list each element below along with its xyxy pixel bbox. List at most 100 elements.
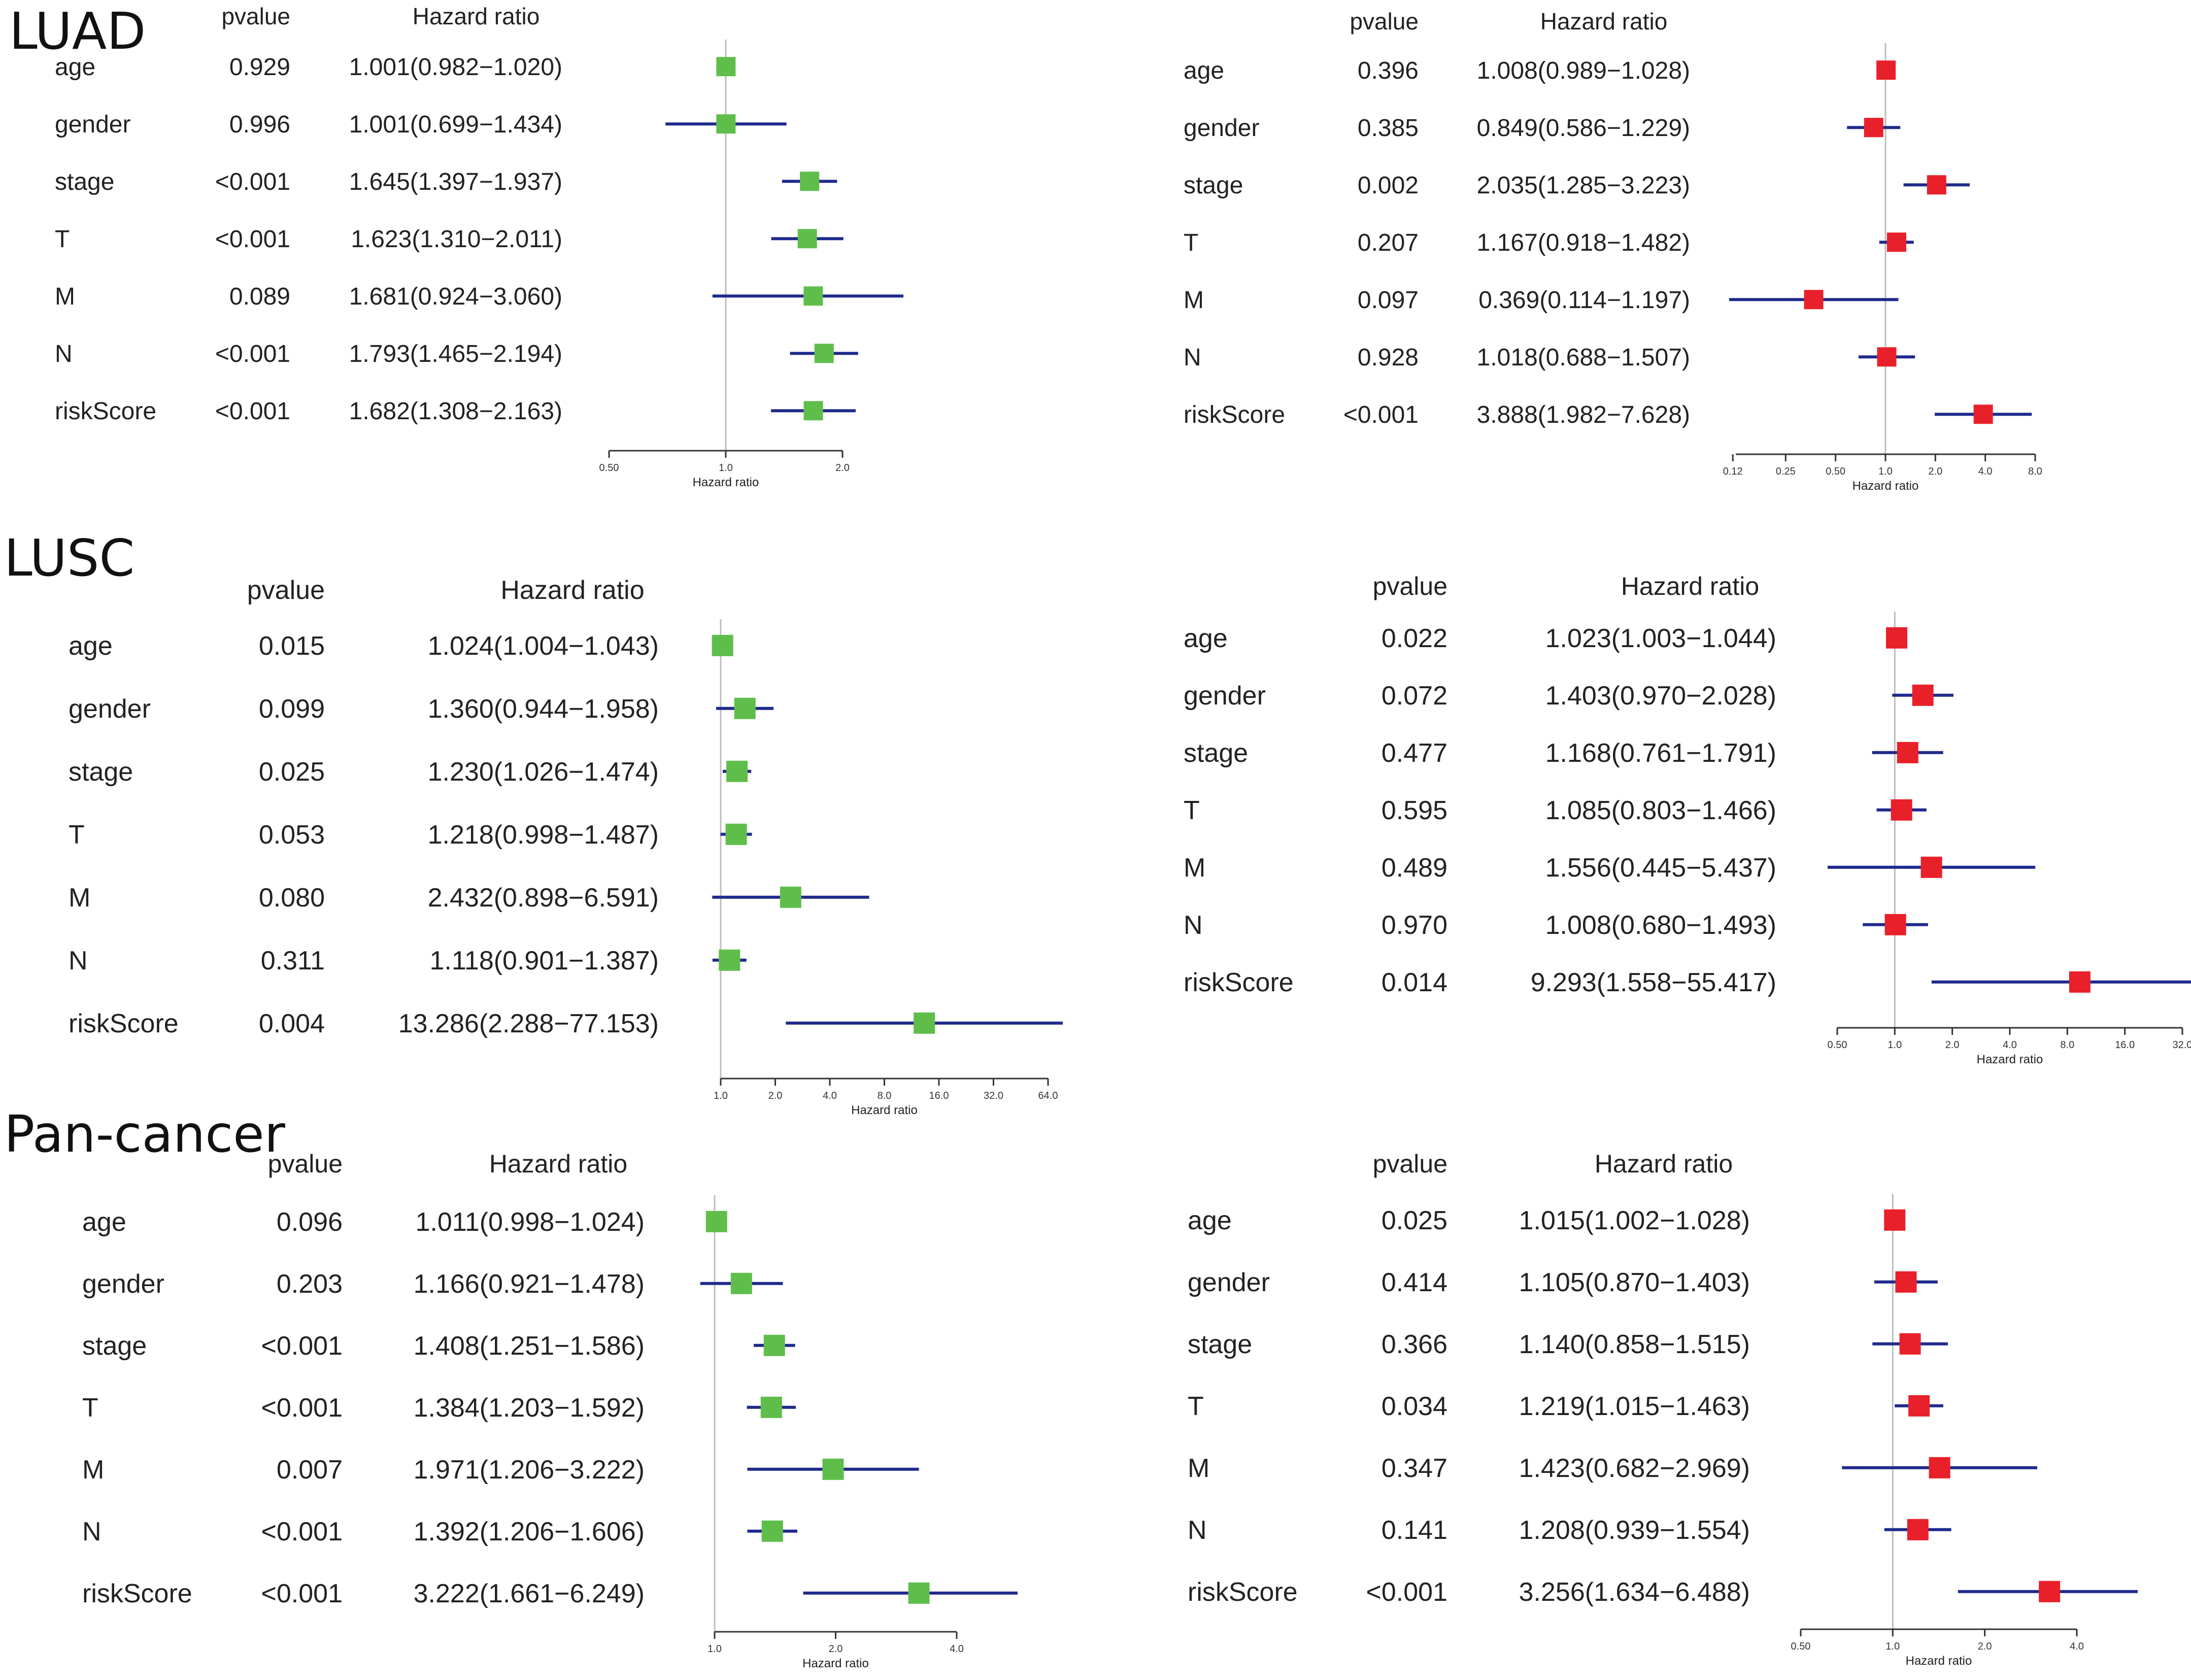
row-pvalue: 0.096	[277, 1207, 343, 1237]
row-label: T	[1188, 1392, 1204, 1421]
row-pvalue: 0.207	[1358, 229, 1419, 256]
hazard-ratio-header: Hazard ratio	[1621, 572, 1759, 600]
row-pvalue: 0.203	[277, 1269, 343, 1299]
row-label: stage	[1188, 1330, 1252, 1359]
row-hazard-ratio: 1.168(0.761−1.791)	[1545, 738, 1776, 768]
hazard-ratio-marker	[1891, 799, 1912, 821]
hazard-ratio-marker	[1899, 1333, 1921, 1355]
x-axis-title: Hazard ratio	[1906, 1654, 1972, 1668]
row-label: T	[69, 820, 85, 850]
row-label: stage	[1184, 172, 1243, 199]
row-hazard-ratio: 1.360(0.944−1.958)	[428, 694, 659, 724]
row-pvalue: <0.001	[215, 341, 290, 367]
row-label: riskScore	[1184, 401, 1285, 428]
hazard-ratio-marker	[763, 1334, 785, 1356]
x-tick-label: 4.0	[2070, 1641, 2084, 1652]
row-pvalue: 0.595	[1381, 796, 1447, 825]
row-hazard-ratio: 3.888(1.982−7.628)	[1477, 401, 1690, 428]
row-pvalue: 0.366	[1381, 1330, 1447, 1359]
row-label: age	[1188, 1206, 1232, 1235]
row-label: T	[1184, 796, 1200, 825]
row-label: M	[1188, 1454, 1209, 1483]
row-label: gender	[1184, 681, 1266, 711]
hazard-ratio-marker	[1973, 405, 1993, 424]
row-hazard-ratio: 1.219(1.015−1.463)	[1519, 1392, 1750, 1421]
hazard-ratio-header: Hazard ratio	[489, 1150, 627, 1178]
hazard-ratio-marker	[1927, 175, 1946, 195]
row-label: riskScore	[1184, 968, 1294, 997]
x-tick-label: 0.25	[1776, 466, 1796, 477]
row-pvalue: 0.025	[1381, 1206, 1447, 1235]
row-hazard-ratio: 1.681(0.924−3.060)	[349, 283, 562, 310]
row-hazard-ratio: 1.105(0.870−1.403)	[1519, 1268, 1750, 1297]
row-pvalue: 0.089	[229, 283, 290, 310]
row-hazard-ratio: 1.556(0.445−5.437)	[1545, 853, 1776, 883]
hazard-ratio-marker	[726, 760, 748, 782]
row-pvalue: <0.001	[1366, 1577, 1448, 1607]
row-label: N	[82, 1517, 102, 1547]
row-pvalue: 0.097	[1358, 287, 1419, 314]
row-pvalue: 0.015	[259, 631, 325, 661]
pvalue-header: pvalue	[1373, 572, 1447, 600]
x-tick-label: 8.0	[2028, 466, 2042, 477]
x-tick-label: 16.0	[2115, 1039, 2135, 1051]
row-label: stage	[82, 1331, 147, 1361]
row-hazard-ratio: 1.645(1.397−1.937)	[349, 169, 562, 195]
x-tick-label: 1.0	[707, 1643, 722, 1655]
row-hazard-ratio: 1.008(0.989−1.028)	[1477, 57, 1690, 84]
row-pvalue: <0.001	[261, 1331, 343, 1361]
row-label: stage	[1184, 738, 1248, 768]
row-hazard-ratio: 1.001(0.699−1.434)	[349, 111, 562, 138]
row-label: gender	[1184, 115, 1259, 142]
row-hazard-ratio: 3.222(1.661−6.249)	[414, 1579, 645, 1608]
row-pvalue: 0.996	[229, 111, 290, 138]
row-hazard-ratio: 1.023(1.003−1.044)	[1545, 624, 1776, 653]
row-label: gender	[82, 1269, 164, 1299]
row-hazard-ratio: 2.432(0.898−6.591)	[428, 883, 659, 913]
row-pvalue: 0.928	[1358, 344, 1419, 371]
x-tick-label: 32.0	[2173, 1039, 2191, 1051]
row-hazard-ratio: 0.849(0.586−1.229)	[1477, 115, 1690, 142]
row-hazard-ratio: 1.793(1.465−2.194)	[349, 341, 562, 367]
x-tick-label: 4.0	[2003, 1039, 2017, 1051]
x-tick-label: 2.0	[835, 462, 850, 474]
x-tick-label: 0.50	[1826, 466, 1845, 477]
row-label: N	[69, 946, 88, 976]
row-hazard-ratio: 13.286(2.288−77.153)	[398, 1009, 659, 1038]
hazard-ratio-marker	[716, 114, 736, 134]
row-label: M	[1184, 287, 1204, 314]
row-label: riskScore	[55, 398, 156, 425]
x-tick-label: 2.0	[829, 1643, 843, 1655]
x-tick-label: 2.0	[1928, 466, 1942, 477]
hazard-ratio-marker	[780, 886, 801, 908]
x-tick-label: 1.0	[719, 462, 733, 474]
x-tick-label: 2.0	[768, 1090, 783, 1101]
row-label: gender	[55, 111, 130, 138]
row-label: riskScore	[1188, 1577, 1298, 1607]
row-label: riskScore	[82, 1579, 192, 1608]
x-tick-label: 64.0	[1038, 1090, 1058, 1101]
row-pvalue: 0.072	[1381, 681, 1447, 711]
x-axis-title: Hazard ratio	[851, 1103, 918, 1117]
row-pvalue: <0.001	[261, 1393, 343, 1423]
x-tick-label: 2.0	[1945, 1039, 1960, 1051]
row-label: M	[82, 1455, 104, 1485]
hazard-ratio-marker	[1929, 1457, 1950, 1479]
hazard-ratio-marker	[730, 1272, 752, 1294]
row-hazard-ratio: 1.423(0.682−2.969)	[1519, 1454, 1750, 1483]
pvalue-header: pvalue	[247, 576, 325, 605]
x-tick-label: 0.12	[1723, 466, 1743, 477]
row-pvalue: 0.022	[1381, 624, 1447, 653]
hazard-ratio-marker	[1912, 684, 1934, 706]
hazard-ratio-marker	[1908, 1395, 1930, 1417]
row-label: riskScore	[69, 1009, 179, 1038]
row-hazard-ratio: 1.001(0.982−1.020)	[349, 54, 562, 81]
row-hazard-ratio: 1.118(0.901−1.387)	[429, 946, 659, 976]
row-pvalue: 0.007	[277, 1455, 343, 1485]
row-hazard-ratio: 1.024(1.004−1.043)	[428, 631, 659, 661]
row-hazard-ratio: 1.011(0.998−1.024)	[415, 1207, 645, 1237]
x-tick-label: 1.0	[714, 1090, 728, 1101]
hazard-ratio-marker	[1884, 1209, 1906, 1231]
row-hazard-ratio: 1.408(1.251−1.586)	[414, 1331, 645, 1361]
